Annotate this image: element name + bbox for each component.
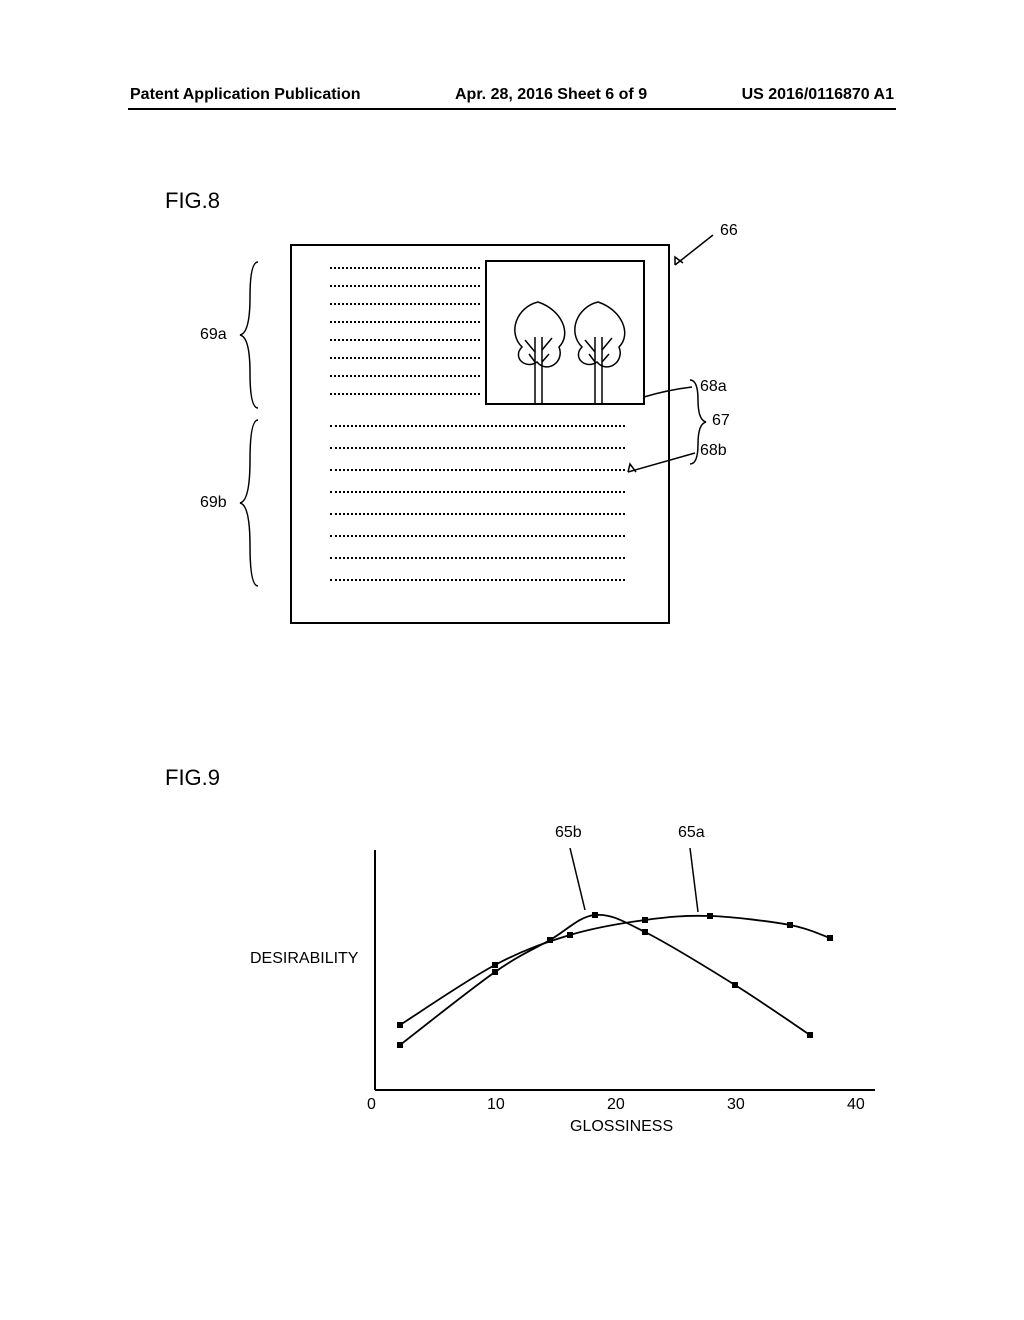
tree-icon [487, 262, 647, 407]
brace-69b [238, 418, 260, 588]
dotted-line [330, 513, 625, 515]
dotted-line [330, 267, 480, 269]
fig9-xlabel: GLOSSINESS [570, 1118, 673, 1136]
dotted-line [330, 357, 480, 359]
xtick-label: 0 [367, 1096, 376, 1114]
dotted-line [330, 339, 480, 341]
fig9-chart: DESIRABILITY 65b 65a 010203040 GLOSSINES… [250, 810, 900, 1170]
fig9-plot [250, 810, 900, 1140]
dotted-line [330, 285, 480, 287]
header-left: Patent Application Publication [130, 86, 361, 104]
brace-69a [238, 260, 260, 410]
dotted-line [330, 303, 480, 305]
label-65a: 65a [678, 824, 705, 842]
xtick-label: 40 [847, 1096, 865, 1114]
fig8-label: FIG.8 [165, 188, 220, 214]
dotted-line [330, 425, 625, 427]
dotted-line [330, 375, 480, 377]
dotted-line [330, 447, 625, 449]
header-center: Apr. 28, 2016 Sheet 6 of 9 [455, 86, 647, 104]
label-69b: 69b [200, 494, 227, 512]
leader-66 [665, 230, 725, 270]
dotted-line [330, 491, 625, 493]
dotted-line [330, 557, 625, 559]
label-67: 67 [712, 412, 730, 430]
header-right: US 2016/0116870 A1 [742, 86, 894, 104]
dotted-line [330, 393, 480, 395]
dotted-line [330, 321, 480, 323]
label-66: 66 [720, 222, 738, 240]
page-header: Patent Application Publication Apr. 28, … [0, 86, 1024, 104]
fig9-label: FIG.9 [165, 765, 220, 791]
dotted-line [330, 469, 625, 471]
fig8-diagram: 66 68a 68b 67 69a 69b [290, 230, 740, 650]
label-69a: 69a [200, 326, 227, 344]
dotted-line [330, 579, 625, 581]
label-65b: 65b [555, 824, 582, 842]
brace-67 [688, 378, 708, 466]
xtick-label: 10 [487, 1096, 505, 1114]
header-rule [128, 108, 896, 110]
dotted-line [330, 535, 625, 537]
xtick-label: 30 [727, 1096, 745, 1114]
xtick-label: 20 [607, 1096, 625, 1114]
fig8-inner-rect [485, 260, 645, 405]
